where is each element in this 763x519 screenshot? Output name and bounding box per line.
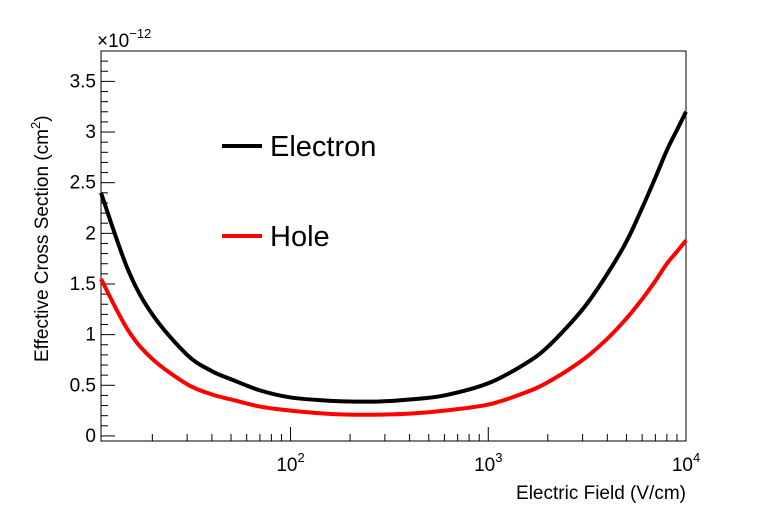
x-tick-label: 104 [672,450,700,476]
legend-label-electron: Electron [270,131,376,163]
x-tick-label: 102 [276,450,304,476]
series-line-electron [99,110,688,404]
y-tick-label: 0.5 [70,375,96,396]
legend: Electron Hole [222,131,376,253]
y-tick-label: 1.5 [70,274,96,295]
legend-label-hole: Hole [270,221,330,253]
series-line-hole [99,239,688,417]
y-tick-label: 1 [85,325,96,346]
x-tick-label: 103 [474,450,502,476]
y-multiplier: ×10−12 [97,26,151,52]
y-tick-label: 3.5 [70,71,96,92]
axes: 0 0.5 1 1.5 2 2.5 3 3.5 102 103 104 [70,50,700,476]
y-tick-label: 3 [85,122,96,143]
x-axis-label: Electric Field (V/cm) [516,483,686,504]
y-tick-label: 2.5 [70,173,96,194]
y-axis-label: Effective Cross Section (cm2) [28,115,53,362]
y-tick-label: 2 [85,223,96,244]
y-tick-label: 0 [85,426,96,447]
plot-frame [100,50,687,442]
curves [99,110,688,417]
